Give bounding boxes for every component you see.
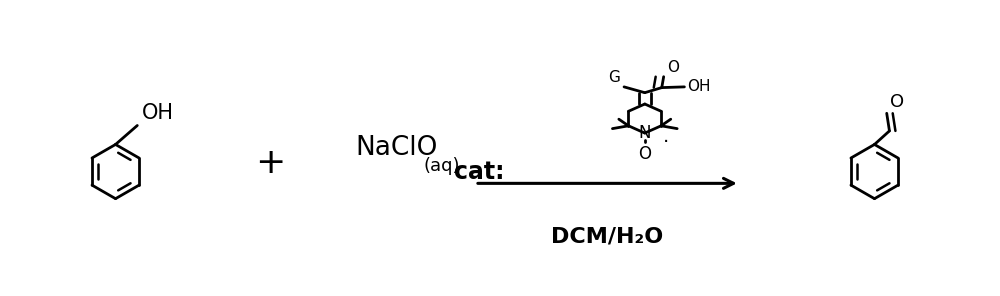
Text: cat:: cat:	[454, 160, 505, 184]
Text: NaClO: NaClO	[355, 135, 438, 161]
Text: N: N	[639, 124, 651, 142]
Text: ·: ·	[663, 133, 669, 152]
Text: O: O	[890, 93, 904, 111]
Text: O: O	[667, 60, 679, 75]
Text: (aq): (aq)	[423, 157, 460, 175]
Text: DCM/H₂O: DCM/H₂O	[551, 226, 663, 246]
Text: G: G	[608, 70, 620, 86]
Text: +: +	[255, 146, 286, 180]
Text: O: O	[638, 145, 651, 163]
Text: OH: OH	[687, 79, 711, 94]
Text: OH: OH	[142, 102, 174, 123]
